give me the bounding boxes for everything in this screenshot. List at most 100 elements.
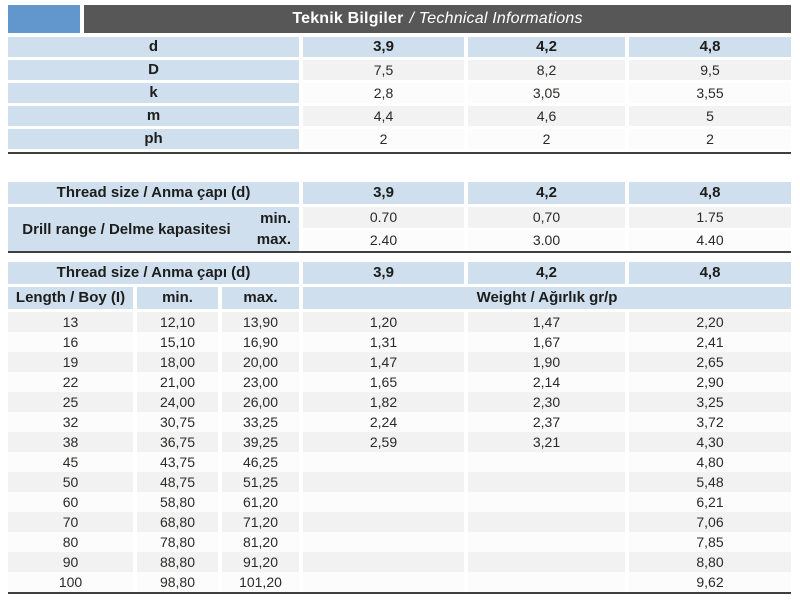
title-turkish: Teknik Bilgiler (292, 10, 404, 27)
length-value: 38 (8, 432, 133, 452)
length-value: 45 (8, 452, 133, 472)
length-value: 80 (8, 532, 133, 552)
weight-42-value: 1,67 (468, 332, 625, 352)
weight-42-value: 1,90 (468, 352, 625, 372)
drill-max-value: 3.00 (468, 230, 625, 251)
dimension-row: ph 2 2 2 (8, 129, 791, 149)
length-value: 22 (8, 372, 133, 392)
weight-39-value: 1,65 (303, 372, 464, 392)
length-max-value: 39,25 (222, 432, 299, 452)
drill-max-value: 4.40 (629, 230, 791, 251)
length-min-value: 88,80 (137, 552, 218, 572)
dimension-label: k (8, 83, 299, 103)
length-min-value: 68,80 (137, 512, 218, 532)
max-label: max. (256, 231, 291, 248)
length-value: 70 (8, 512, 133, 532)
dimension-value: 9,5 (629, 60, 791, 80)
drill-range-body: Drill range / Delme kapasitesi min. max.… (8, 207, 791, 251)
min-label: min. (260, 210, 291, 227)
table-row: 19 18,00 20,00 1,47 1,90 2,65 (8, 352, 791, 372)
length-value: 50 (8, 472, 133, 492)
dimension-value: 2 (629, 129, 791, 149)
length-min-value: 24,00 (137, 392, 218, 412)
length-value: 25 (8, 392, 133, 412)
weight-48-value: 2,41 (629, 332, 791, 352)
weight-48-value: 7,85 (629, 532, 791, 552)
length-value: 90 (8, 552, 133, 572)
size-48-header: 4,8 (629, 182, 791, 204)
dimension-row: D 7,5 8,2 9,5 (8, 60, 791, 80)
dimension-label: m (8, 106, 299, 126)
weight-39-value (303, 472, 464, 492)
weight-42-value (468, 552, 625, 572)
weight-48-value: 4,30 (629, 432, 791, 452)
dimension-label-d: d (8, 37, 299, 57)
length-max-value: 33,25 (222, 412, 299, 432)
table-row: 70 68,80 71,20 7,06 (8, 512, 791, 532)
drill-min-value: 0,70 (468, 207, 625, 228)
drill-range-label: Drill range / Delme kapasitesi (22, 220, 231, 238)
weight-42-value: 3,21 (468, 432, 625, 452)
table-row: 50 48,75 51,25 5,48 (8, 472, 791, 492)
dimensions-table: d 3,9 4,2 4,8 D 7,5 8,2 9,5 k 2,8 3,05 3… (8, 37, 791, 154)
weight-42-value (468, 492, 625, 512)
weight-42-value (468, 472, 625, 492)
weight-39-value (303, 572, 464, 592)
length-max-value: 61,20 (222, 492, 299, 512)
weight-column-header: Weight / Ağırlık gr/p (303, 287, 791, 309)
length-value: 100 (8, 572, 133, 592)
length-max-value: 20,00 (222, 352, 299, 372)
length-weight-table: Thread size / Anma çapı (d) 3,9 4,2 4,8 … (8, 262, 791, 594)
length-min-value: 21,00 (137, 372, 218, 392)
dimension-value: 7,5 (303, 60, 464, 80)
table-row: 16 15,10 16,90 1,31 1,67 2,41 (8, 332, 791, 352)
drill-max-value: 2.40 (303, 230, 464, 251)
dimension-row: k 2,8 3,05 3,55 (8, 83, 791, 103)
drill-min-value: 1.75 (629, 207, 791, 228)
weight-48-value: 3,25 (629, 392, 791, 412)
weight-39-value (303, 452, 464, 472)
length-min-value: 58,80 (137, 492, 218, 512)
drill-range-label-cell: Drill range / Delme kapasitesi min. max. (8, 207, 299, 251)
weight-39-value (303, 492, 464, 512)
title-bar: Teknik Bilgiler / Technical Informations (8, 5, 791, 33)
table-row: 25 24,00 26,00 1,82 2,30 3,25 (8, 392, 791, 412)
dimension-value: 3,55 (629, 83, 791, 103)
length-min-value: 18,00 (137, 352, 218, 372)
dimension-value: 2 (468, 129, 625, 149)
length-max-value: 23,00 (222, 372, 299, 392)
table-row: 45 43,75 46,25 4,80 (8, 452, 791, 472)
weight-39-value: 1,82 (303, 392, 464, 412)
size-39-header: 3,9 (303, 37, 464, 57)
min-max-labels: min. max. (245, 208, 299, 250)
size-42-header: 4,2 (468, 182, 625, 204)
thread-size-header-row: Thread size / Anma çapı (d) 3,9 4,2 4,8 (8, 262, 791, 284)
length-min-value: 48,75 (137, 472, 218, 492)
max-column-header: max. (222, 287, 299, 309)
table-row: 90 88,80 91,20 8,80 (8, 552, 791, 572)
weight-39-value: 2,24 (303, 412, 464, 432)
weight-42-value: 2,37 (468, 412, 625, 432)
weight-48-value: 5,48 (629, 472, 791, 492)
weight-48-value: 6,21 (629, 492, 791, 512)
length-value: 19 (8, 352, 133, 372)
length-value: 13 (8, 312, 133, 332)
weight-42-value (468, 512, 625, 532)
length-max-value: 71,20 (222, 512, 299, 532)
length-min-value: 98,80 (137, 572, 218, 592)
weight-39-value (303, 532, 464, 552)
page-title: Teknik Bilgiler / Technical Informations (84, 5, 791, 33)
length-min-value: 12,10 (137, 312, 218, 332)
size-39-header: 3,9 (303, 262, 464, 284)
length-max-value: 16,90 (222, 332, 299, 352)
length-max-value: 26,00 (222, 392, 299, 412)
dimension-value: 3,05 (468, 83, 625, 103)
dimensions-body: D 7,5 8,2 9,5 k 2,8 3,05 3,55 m 4,4 4,6 … (8, 60, 791, 149)
length-max-value: 101,20 (222, 572, 299, 592)
length-max-value: 91,20 (222, 552, 299, 572)
length-column-header: Length / Boy (I) (8, 287, 133, 309)
weight-48-value: 2,65 (629, 352, 791, 372)
table-row: 22 21,00 23,00 1,65 2,14 2,90 (8, 372, 791, 392)
weight-48-value: 3,72 (629, 412, 791, 432)
